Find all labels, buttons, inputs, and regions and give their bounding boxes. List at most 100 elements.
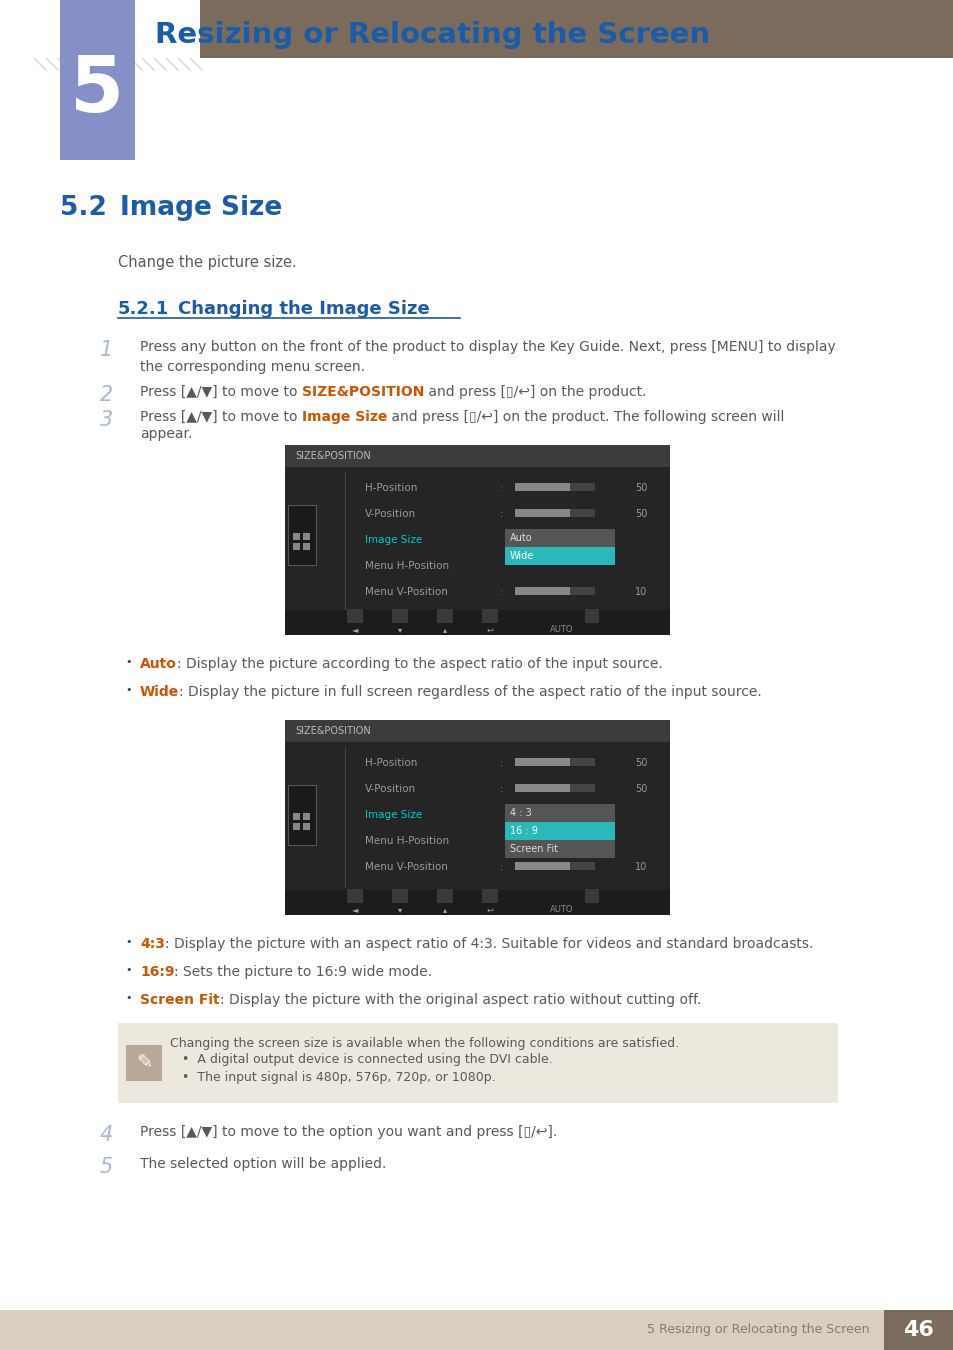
Text: Wide: Wide — [140, 684, 179, 699]
Text: Resizing or Relocating the Screen: Resizing or Relocating the Screen — [154, 22, 709, 49]
Bar — [504, 529, 615, 547]
Bar — [481, 890, 497, 903]
Bar — [60, 0, 135, 161]
Bar — [392, 890, 408, 903]
Text: 10: 10 — [635, 587, 646, 597]
Text: ▾: ▾ — [397, 625, 402, 634]
Text: 4: 4 — [100, 1125, 113, 1145]
Text: SIZE&POSITION: SIZE&POSITION — [301, 385, 424, 400]
Text: 5 Resizing or Relocating the Screen: 5 Resizing or Relocating the Screen — [647, 1323, 869, 1336]
Text: Image Size: Image Size — [365, 535, 422, 545]
Text: •: • — [125, 965, 132, 975]
Text: ↩: ↩ — [486, 906, 493, 914]
Text: and press [▯/↩] on the product.: and press [▯/↩] on the product. — [424, 385, 646, 400]
Text: : Sets the picture to 16:9 wide mode.: : Sets the picture to 16:9 wide mode. — [174, 965, 432, 979]
Text: H-Position: H-Position — [365, 483, 416, 493]
Text: V-Position: V-Position — [365, 784, 416, 794]
Bar — [515, 863, 595, 869]
Text: Press any button on the front of the product to display the Key Guide. Next, pre: Press any button on the front of the pro… — [140, 340, 835, 374]
Bar — [303, 543, 310, 549]
Bar — [515, 784, 569, 792]
Text: H-Position: H-Position — [365, 757, 416, 768]
Bar — [118, 1023, 837, 1103]
Text: ◄: ◄ — [352, 906, 358, 914]
Text: 50: 50 — [635, 757, 647, 768]
Text: 1: 1 — [100, 340, 113, 360]
Text: 50: 50 — [635, 509, 647, 518]
Text: Menu H-Position: Menu H-Position — [365, 562, 449, 571]
Text: ▾: ▾ — [397, 906, 402, 914]
Text: •  The input signal is 480p, 576p, 720p, or 1080p.: • The input signal is 480p, 576p, 720p, … — [182, 1071, 496, 1084]
Bar — [515, 483, 595, 491]
Bar — [347, 609, 363, 622]
Bar — [303, 824, 310, 830]
Bar — [285, 446, 669, 467]
Text: Press [▲/▼] to move to: Press [▲/▼] to move to — [140, 410, 301, 424]
Bar — [515, 863, 569, 869]
Bar — [0, 0, 953, 58]
Bar — [515, 784, 595, 792]
Bar — [515, 587, 569, 595]
Text: •: • — [125, 684, 132, 695]
Bar — [285, 446, 669, 634]
Text: Press [▲/▼] to move to the option you want and press [▯/↩].: Press [▲/▼] to move to the option you wa… — [140, 1125, 557, 1139]
Bar — [288, 784, 315, 845]
Text: Press [▲/▼] to move to: Press [▲/▼] to move to — [140, 385, 301, 400]
Text: 5.2.1: 5.2.1 — [118, 300, 169, 319]
Bar — [0, 1310, 883, 1350]
Text: Changing the screen size is available when the following conditions are satisfie: Changing the screen size is available wh… — [170, 1037, 679, 1050]
Text: : Display the picture with an aspect ratio of 4:3. Suitable for videos and stand: : Display the picture with an aspect rat… — [165, 937, 812, 950]
Text: 2: 2 — [100, 385, 113, 405]
Text: Changing the Image Size: Changing the Image Size — [178, 300, 429, 319]
Text: 5: 5 — [70, 53, 124, 128]
Bar — [515, 509, 569, 517]
Text: ◄: ◄ — [352, 625, 358, 634]
Bar — [285, 720, 669, 743]
Text: 5.2: 5.2 — [60, 194, 107, 221]
Bar — [515, 757, 569, 765]
Text: :: : — [499, 509, 503, 518]
Text: V-Position: V-Position — [365, 509, 416, 518]
Bar — [293, 813, 299, 819]
Text: ▴: ▴ — [442, 625, 447, 634]
Bar — [392, 609, 408, 622]
Text: :: : — [499, 784, 503, 794]
Text: 5: 5 — [100, 1157, 113, 1177]
Text: 16 : 9: 16 : 9 — [510, 826, 537, 836]
Text: •  A digital output device is connected using the DVI cable.: • A digital output device is connected u… — [182, 1053, 552, 1066]
Text: •: • — [125, 937, 132, 946]
Text: Wide: Wide — [510, 551, 534, 562]
Bar — [285, 720, 669, 915]
Bar — [584, 890, 598, 903]
Bar — [515, 483, 569, 491]
Text: 4:3: 4:3 — [140, 937, 165, 950]
Bar — [883, 1310, 953, 1350]
Text: : Display the picture with the original aspect ratio without cutting off.: : Display the picture with the original … — [219, 994, 700, 1007]
Text: 50: 50 — [635, 483, 647, 493]
Text: Screen Fit: Screen Fit — [510, 844, 558, 855]
Text: Auto: Auto — [510, 533, 532, 543]
Text: ✎: ✎ — [135, 1053, 152, 1072]
Bar — [515, 587, 595, 595]
Text: 4 : 3: 4 : 3 — [510, 809, 531, 818]
Text: Image Size: Image Size — [365, 810, 422, 819]
Text: Menu V-Position: Menu V-Position — [365, 587, 447, 597]
Bar — [303, 813, 310, 819]
Bar — [293, 543, 299, 549]
Bar — [293, 824, 299, 830]
Bar — [288, 505, 315, 566]
Bar — [504, 840, 615, 859]
Bar — [584, 609, 598, 622]
Text: Screen Fit: Screen Fit — [140, 994, 219, 1007]
Bar — [515, 757, 595, 765]
Text: Menu V-Position: Menu V-Position — [365, 863, 447, 872]
Text: SIZE&POSITION: SIZE&POSITION — [294, 451, 371, 460]
Bar — [436, 609, 453, 622]
Bar — [285, 610, 669, 634]
Bar — [347, 890, 363, 903]
Bar — [515, 509, 595, 517]
Text: Change the picture size.: Change the picture size. — [118, 255, 296, 270]
Text: 46: 46 — [902, 1320, 933, 1341]
Bar — [285, 890, 669, 915]
Text: AUTO: AUTO — [550, 625, 573, 634]
